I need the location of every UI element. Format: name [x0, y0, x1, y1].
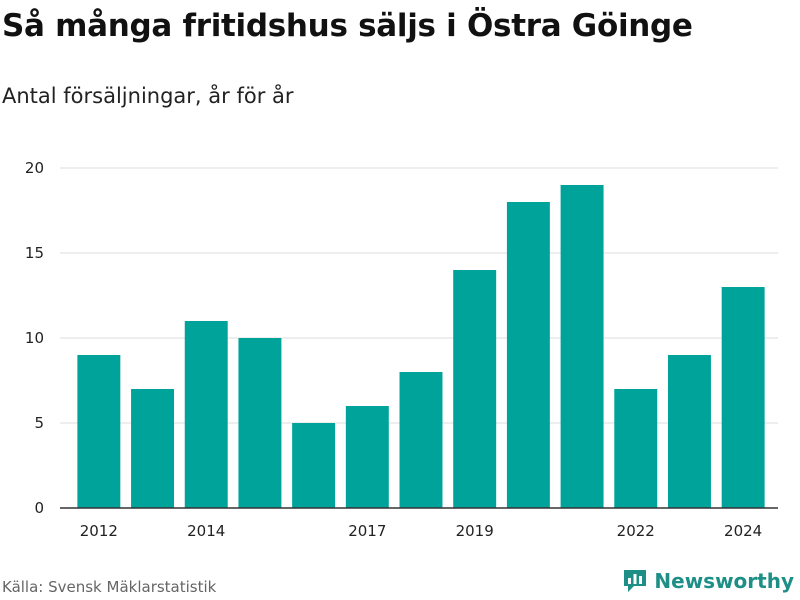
x-tick-label: 2017	[348, 522, 386, 540]
bar-2018	[399, 372, 443, 508]
brand-logo: Newsworthy	[622, 568, 794, 594]
x-axis-labels: 2012 2014 2017 2019 2022 2024	[80, 522, 762, 540]
bar-2017	[345, 406, 389, 508]
brand-name: Newsworthy	[654, 569, 794, 593]
bar-2016	[292, 423, 336, 508]
y-tick-label: 20	[25, 159, 44, 177]
bar-2020	[506, 202, 550, 508]
newsworthy-logo-icon	[624, 570, 647, 592]
x-tick-label: 2012	[80, 522, 118, 540]
bar-2022	[614, 389, 658, 508]
x-tick-label: 2022	[617, 522, 655, 540]
y-tick-label: 15	[25, 244, 44, 262]
x-tick-label: 2014	[187, 522, 225, 540]
bars	[77, 185, 765, 508]
x-tick-label: 2024	[724, 522, 762, 540]
bar-2019	[453, 270, 497, 508]
y-axis-labels: 0 5 10 15 20	[25, 159, 44, 517]
bar-2015	[238, 338, 282, 508]
bar-2024	[721, 287, 765, 508]
x-tick-label: 2019	[456, 522, 494, 540]
chart-title: Så många fritidshus säljs i Östra Göinge	[2, 8, 693, 44]
bar-2013	[131, 389, 175, 508]
bar-2014	[184, 321, 228, 508]
bar-2023	[667, 355, 711, 508]
bar-2021	[560, 185, 604, 508]
y-tick-label: 10	[25, 329, 44, 347]
y-tick-label: 5	[34, 414, 44, 432]
source-note: Källa: Svensk Mäklarstatistik	[2, 578, 217, 596]
chart-subtitle: Antal försäljningar, år för år	[2, 84, 294, 108]
bar-chart: 0 5 10 15 20 2012 2014 2017 2019 2022 2024	[25, 159, 778, 540]
y-tick-label: 0	[34, 499, 44, 517]
bar-2012	[77, 355, 121, 508]
